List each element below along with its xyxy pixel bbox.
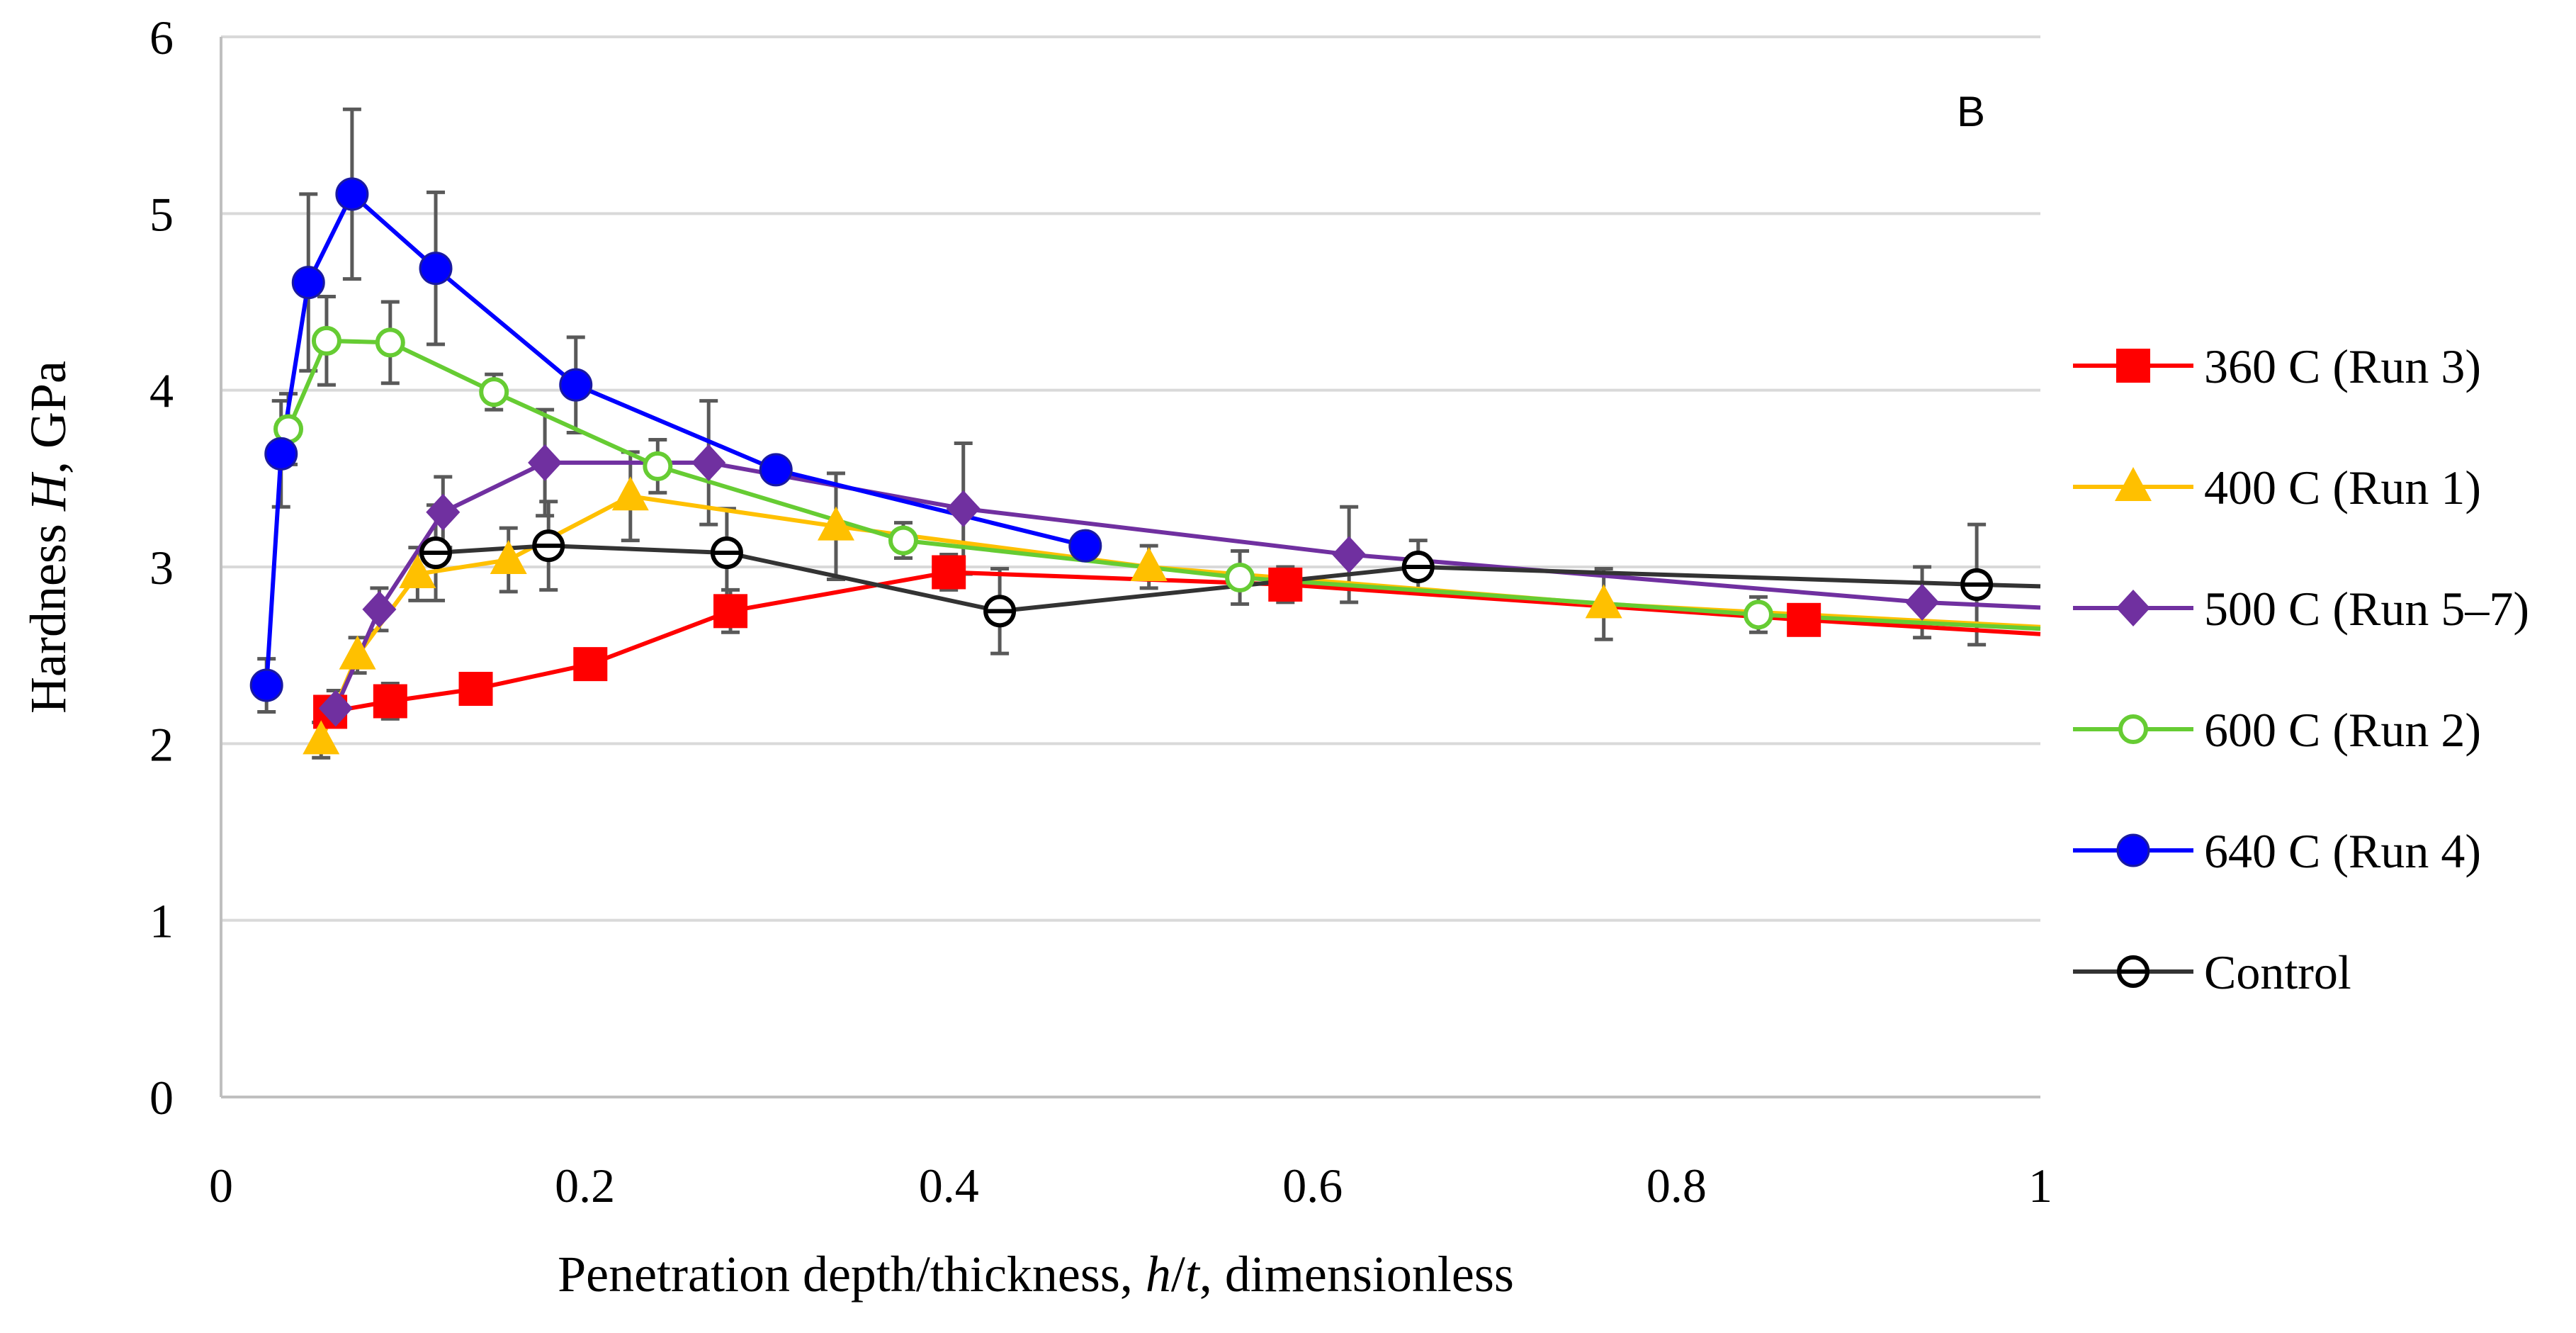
series-6-point — [710, 536, 743, 570]
series-1-point — [373, 684, 407, 719]
legend-label: 400 C (Run 1) — [2204, 461, 2481, 514]
series-2-point — [490, 540, 527, 575]
series-2-point — [339, 635, 376, 670]
x-axis-title-suffix: , dimensionless — [1199, 1246, 1514, 1303]
series-5-point — [291, 266, 325, 300]
series-6-point — [1960, 568, 1994, 601]
series-1-point — [458, 672, 493, 707]
gridlines — [221, 35, 2040, 922]
x-axis-title-t: t — [1185, 1246, 1201, 1303]
series-5-point — [249, 668, 283, 702]
x-axis-ticks: 0 0.2 0.4 0.6 0.8 1 — [209, 1159, 2052, 1213]
series-6-point — [1401, 551, 1435, 583]
legend-item: 640 C (Run 4) — [2073, 824, 2481, 878]
series-3-point — [426, 493, 461, 531]
series-4-point — [479, 377, 509, 407]
series-2-point — [817, 506, 854, 541]
series-6-point — [419, 536, 453, 570]
x-axis-title-prefix: Penetration depth/thickness, — [558, 1246, 1146, 1303]
legend-swatch-marker — [2118, 714, 2148, 744]
legend-swatch-marker — [2116, 833, 2150, 867]
plot-border — [220, 37, 2040, 1098]
series-4-point — [311, 325, 341, 356]
series-1-point — [1787, 602, 1821, 637]
series-3-point — [318, 690, 353, 727]
legend-swatch-marker — [2116, 349, 2150, 383]
series-4-point — [643, 451, 673, 481]
series-markers — [249, 177, 1994, 755]
error-bars — [257, 107, 1987, 760]
series-4-point — [1743, 600, 1773, 630]
series-1-point — [713, 594, 748, 629]
y-axis-title-h: H — [20, 471, 77, 512]
series-3-point — [691, 444, 726, 481]
y-axis-title-prefix: Hardness — [20, 511, 77, 714]
series-3-point — [1905, 583, 1940, 621]
legend-swatch-marker — [2117, 955, 2150, 988]
legend-item: 400 C (Run 1) — [2073, 461, 2481, 514]
legend-item: Control — [2073, 945, 2351, 999]
series-6-point — [983, 595, 1017, 628]
series-2-point — [399, 553, 436, 588]
y-tick-label: 6 — [149, 11, 174, 64]
x-axis-title: Penetration depth/thickness, h/t, dimens… — [558, 1246, 1514, 1303]
x-axis-title-slash: / — [1171, 1246, 1185, 1303]
series-2-point — [611, 476, 649, 511]
x-tick-label: 0.6 — [1282, 1159, 1343, 1213]
x-tick-label: 0.8 — [1646, 1159, 1707, 1213]
x-tick-label: 0.2 — [555, 1159, 615, 1213]
series-6-point — [532, 529, 565, 563]
x-tick-label: 1 — [2028, 1159, 2052, 1213]
series-2-point — [1130, 547, 1168, 581]
y-tick-label: 3 — [149, 541, 174, 595]
legend-swatch-marker — [2115, 467, 2152, 501]
y-tick-label: 0 — [149, 1071, 174, 1125]
legend-item: 360 C (Run 3) — [2073, 339, 2481, 393]
legend-item: 500 C (Run 5–7) — [2073, 582, 2529, 636]
series-5-point — [759, 453, 793, 487]
x-tick-label: 0.4 — [919, 1159, 979, 1213]
series-2-point — [303, 720, 340, 755]
legend-swatch-marker — [2116, 590, 2150, 626]
series-4-line — [286, 338, 2041, 631]
y-axis-ticks: 0 1 2 3 4 5 6 — [149, 11, 174, 1125]
y-axis-title-suffix: , GPa — [20, 361, 77, 474]
series-layer — [249, 107, 2041, 760]
y-tick-label: 1 — [149, 894, 174, 948]
series-4-point — [1225, 562, 1255, 592]
series-5-point — [559, 368, 593, 402]
series-4-point — [888, 525, 918, 556]
legend-label: 360 C (Run 3) — [2204, 339, 2481, 393]
series-3-point — [528, 444, 563, 481]
x-tick-label: 0 — [209, 1159, 233, 1213]
series-5-point — [419, 252, 453, 286]
legend-label: 600 C (Run 2) — [2204, 703, 2481, 757]
legend-label: Control — [2204, 945, 2351, 999]
x-axis-title-h: h — [1146, 1246, 1171, 1303]
legend-label: 640 C (Run 4) — [2204, 824, 2481, 878]
series-1-point — [1268, 567, 1303, 602]
legend: 360 C (Run 3) 400 C (Run 1) 500 C (Run 5–7… — [2073, 339, 2529, 999]
series-3-point — [1332, 536, 1367, 573]
series-4-point — [375, 327, 405, 358]
series-1-point — [932, 555, 966, 590]
y-tick-label: 2 — [149, 717, 174, 771]
series-5-point — [335, 177, 369, 211]
series-2-point — [1585, 584, 1622, 619]
series-1-point — [573, 647, 608, 682]
legend-label: 500 C (Run 5–7) — [2204, 582, 2529, 636]
panel-label: B — [1957, 88, 1985, 135]
y-tick-label: 4 — [149, 364, 174, 418]
y-axis-title: Hardness H, GPa — [20, 361, 77, 714]
series-5-point — [1068, 529, 1102, 563]
legend-item: 600 C (Run 2) — [2073, 703, 2481, 757]
series-3-point — [362, 590, 397, 628]
series-3-point — [946, 490, 981, 527]
y-tick-label: 5 — [149, 187, 174, 241]
series-5-point — [264, 437, 298, 471]
